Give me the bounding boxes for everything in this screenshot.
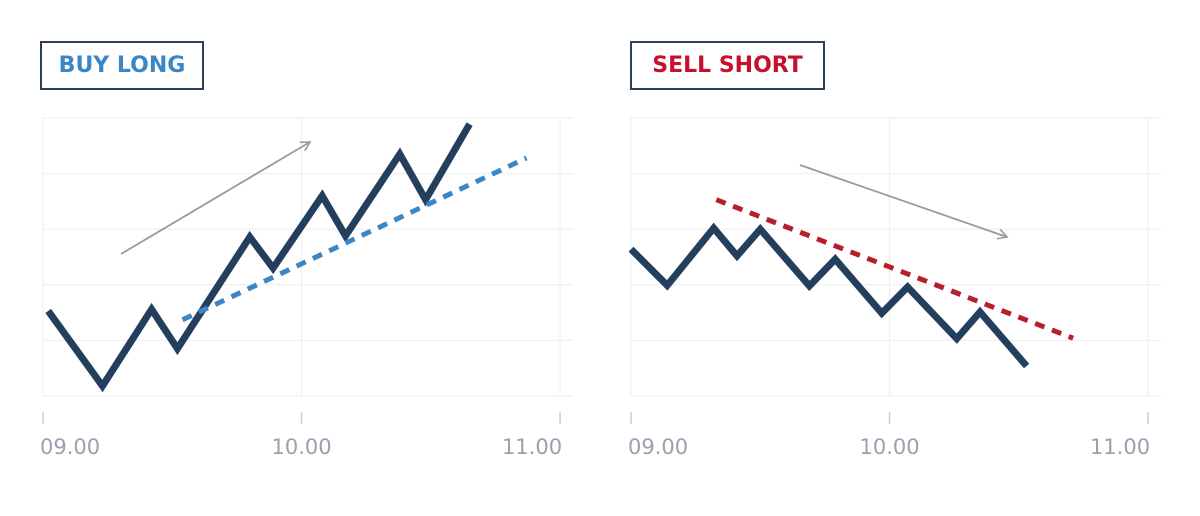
- price-line: [45, 122, 473, 393]
- x-tick-label: 10.00: [859, 435, 919, 459]
- x-tick-label: 11.00: [502, 435, 562, 459]
- trend-line: [715, 197, 1075, 341]
- chart-title: SELL SHORT: [652, 53, 803, 78]
- x-tick-label: 10.00: [271, 435, 331, 459]
- trend-line: [181, 155, 528, 323]
- title-box: [630, 41, 825, 90]
- x-tick-label: 09.00: [628, 435, 688, 459]
- charts: BUY LONG 09.00 10.00 11.00 SELL SHORT 09.00 10…: [40, 53, 1161, 459]
- trend-arrow: [799, 164, 1009, 240]
- x-tick-label: 09.00: [40, 435, 100, 459]
- title-box: [40, 41, 204, 90]
- chart-title: BUY LONG: [59, 53, 186, 78]
- price-line: [628, 222, 1030, 369]
- x-tick-label: 11.00: [1090, 435, 1150, 459]
- trend-arrow: [120, 141, 312, 255]
